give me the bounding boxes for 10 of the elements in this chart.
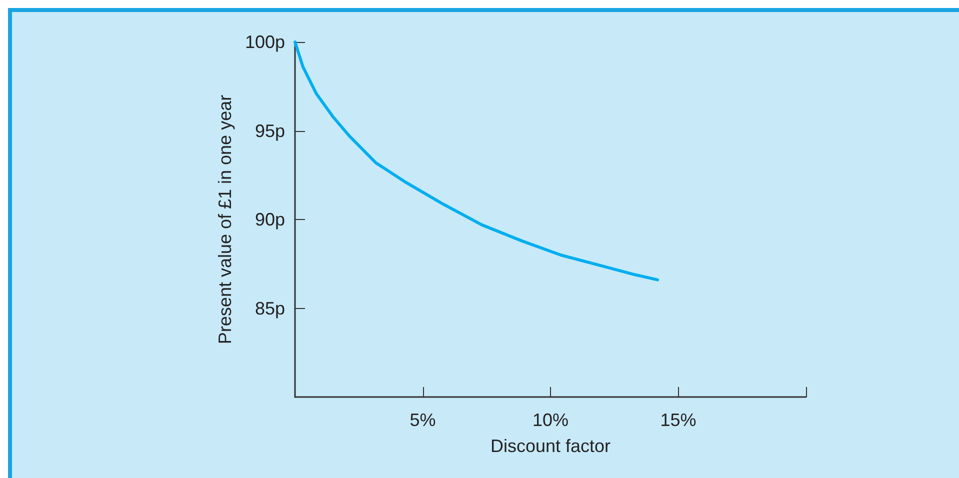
y-tick-label: 90p <box>254 210 285 230</box>
x-axis-title: Discount factor <box>490 436 611 456</box>
x-tick-label: 10% <box>532 410 569 430</box>
x-tick-label: 5% <box>410 410 436 430</box>
y-tick-label: 85p <box>254 298 285 318</box>
y-axis-title: Present value of £1 in one year <box>215 94 236 344</box>
x-tick-label: 15% <box>660 410 696 430</box>
y-tick-label: 100p <box>244 32 285 52</box>
line-series <box>294 40 660 282</box>
y-tick-label: 95p <box>254 120 285 141</box>
